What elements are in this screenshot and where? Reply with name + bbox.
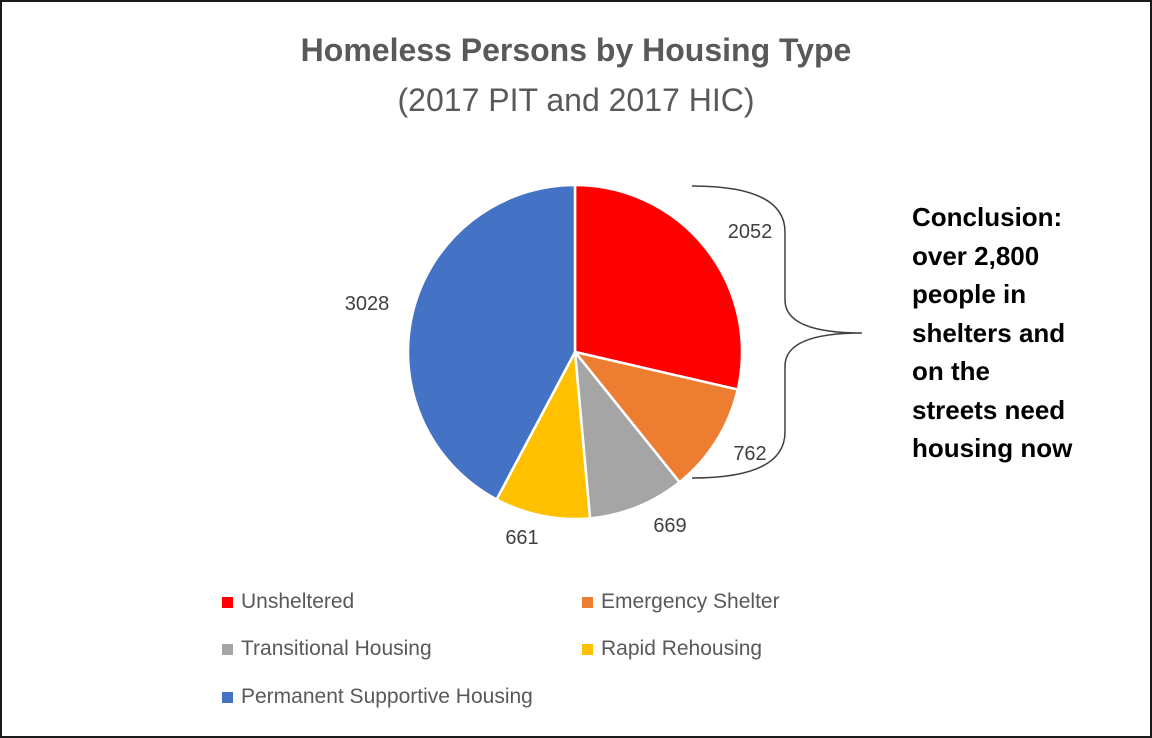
data-label-emergency-shelter: 762 <box>733 443 766 465</box>
conclusion-line: over 2,800 <box>912 240 1040 271</box>
data-label-unsheltered: 2052 <box>728 221 773 243</box>
conclusion-annotation: Conclusion: over 2,800 people in shelters a… <box>912 198 1132 468</box>
pie-slice-unsheltered <box>573 183 744 392</box>
legend-swatch <box>222 643 233 655</box>
pie-slices <box>406 183 744 521</box>
pie-slice-permanent-supportive-housing <box>406 183 577 502</box>
conclusion-line: Conclusion: <box>912 202 1063 232</box>
pie-slice-rapid-rehousing <box>494 347 592 521</box>
conclusion-line: shelters and <box>912 317 1066 348</box>
data-label-rapid-rehousing: 661 <box>505 527 538 549</box>
legend-swatch <box>222 596 233 608</box>
pie-slice-transitional-housing <box>573 347 682 520</box>
legend-label: Rapid Rehousing <box>601 637 763 660</box>
legend-item-unsheltered: Unsheltered <box>222 590 354 614</box>
legend-label: Emergency Shelter <box>601 590 780 613</box>
legend-swatch <box>222 691 233 703</box>
conclusion-line: housing now <box>912 433 1073 463</box>
legend-item-transitional-housing: Transitional Housing <box>222 637 432 661</box>
legend-label: Transitional Housing <box>241 637 432 660</box>
legend-swatch <box>582 643 593 655</box>
legend-item-rapid-rehousing: Rapid Rehousing <box>582 637 762 661</box>
data-label-transitional-housing: 669 <box>653 515 686 537</box>
chart-title: Homeless Persons by Housing Type <box>300 32 852 68</box>
pie-data-labels: 2052 762 669 661 3028 <box>345 221 773 549</box>
annotation-brace <box>691 185 863 479</box>
legend-swatch <box>582 596 593 608</box>
legend-item-emergency-shelter: Emergency Shelter <box>582 590 780 614</box>
legend-label: Permanent Supportive Housing <box>241 685 533 708</box>
legend-item-permanent-supportive-housing: Permanent Supportive Housing <box>222 685 533 709</box>
data-label-permanent-supportive-housing: 3028 <box>345 293 390 315</box>
conclusion-line: streets need <box>912 394 1066 425</box>
conclusion-line: on the <box>912 356 990 386</box>
conclusion-line: people in <box>912 279 1027 309</box>
pie-slice-emergency-shelter <box>571 349 740 484</box>
legend-label: Unsheltered <box>241 590 355 613</box>
chart-subtitle: (2017 PIT and 2017 HIC) <box>397 82 755 118</box>
